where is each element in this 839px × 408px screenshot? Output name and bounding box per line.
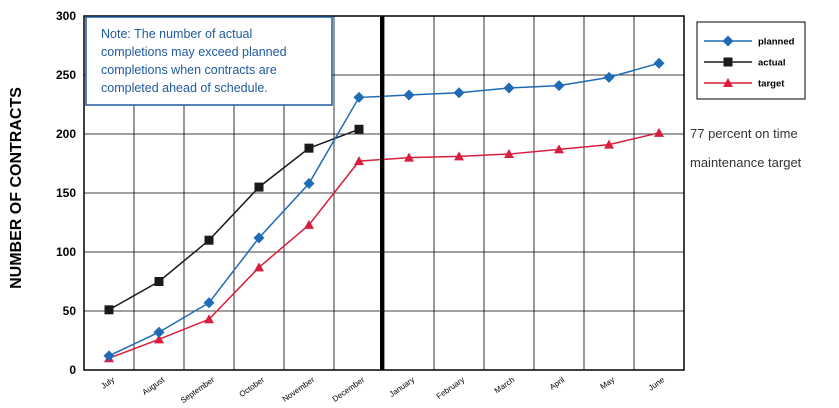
actual-point: [354, 124, 364, 134]
target-point: [604, 139, 614, 149]
x-axis-ticks: July August September October November Decemb…: [99, 375, 666, 405]
x-tick-label: January: [388, 375, 416, 399]
target-point: [204, 314, 214, 324]
actual-point: [254, 182, 264, 192]
y-tick-label: 150: [56, 186, 76, 200]
target-point: [654, 127, 664, 137]
x-tick-label: December: [331, 375, 367, 404]
target-point: [154, 334, 164, 344]
legend-swatch-marker: [723, 57, 733, 67]
y-tick-label: 200: [56, 127, 76, 141]
legend-item-planned: planned: [704, 35, 795, 48]
y-tick-label: 300: [56, 9, 76, 23]
legend-item-actual: actual: [704, 57, 785, 69]
legend-label: planned: [758, 37, 795, 48]
actual-point: [154, 277, 164, 286]
planned-point: [603, 71, 615, 83]
actual-point: [104, 305, 114, 315]
x-tick-label: August: [141, 375, 167, 397]
y-tick-label: 50: [63, 304, 77, 318]
target-point: [454, 151, 464, 161]
legend-swatch-marker: [723, 78, 733, 87]
planned-point: [653, 57, 665, 69]
target-point: [354, 156, 364, 166]
planned-point: [353, 91, 365, 103]
actual-point: [204, 235, 214, 245]
planned-point: [103, 350, 115, 362]
x-tick-label: July: [99, 375, 116, 391]
note-line-4: completed ahead of schedule.: [101, 81, 268, 95]
legend: planned actual target: [696, 21, 806, 100]
target-point: [554, 144, 564, 154]
target-point: [304, 219, 314, 229]
annotation-line-2: maintenance target: [690, 155, 802, 170]
planned-point: [303, 178, 315, 190]
x-tick-label: March: [493, 375, 516, 395]
annotation-line-1: 77 percent on time: [690, 126, 798, 141]
note-box: Note: The number of actual completions m…: [85, 16, 333, 106]
note-line-1: Note: The number of actual: [101, 27, 252, 41]
target-point: [504, 149, 514, 159]
legend-swatch-marker: [722, 35, 734, 47]
legend-label: actual: [758, 58, 785, 69]
plot-frame: [83, 15, 685, 371]
note-line-2: completions may exceed planned: [101, 45, 287, 59]
x-tick-label: April: [548, 375, 566, 392]
planned-point: [453, 87, 465, 99]
planned-point: [203, 297, 215, 309]
planned-point: [403, 89, 415, 101]
note-line-3: completions when contracts are: [101, 63, 277, 77]
actual-line: [108, 128, 360, 311]
planned-point: [553, 80, 565, 92]
x-tick-label: November: [281, 375, 317, 404]
y-tick-label: 0: [69, 363, 76, 377]
x-tick-label: October: [238, 375, 267, 399]
x-tick-label: June: [647, 375, 667, 393]
planned-point: [153, 326, 165, 338]
planned-point: [253, 232, 265, 244]
target-point: [404, 152, 414, 162]
legend-item-target: target: [704, 78, 785, 90]
legend-label: target: [758, 79, 785, 90]
planned-point: [503, 82, 515, 94]
y-axis-label: NUMBER OF CONTRACTS: [8, 87, 25, 289]
y-tick-label: 100: [56, 245, 76, 259]
x-tick-label: February: [435, 375, 466, 401]
x-tick-label: September: [179, 375, 216, 405]
y-axis-ticks: 0 50 100 150 200 250 300: [56, 9, 76, 377]
actual-point: [304, 143, 314, 153]
target-annotation: 77 percent on time maintenance target: [690, 126, 802, 170]
target-point: [254, 262, 264, 272]
x-tick-label: May: [599, 375, 617, 391]
y-tick-label: 250: [56, 68, 76, 82]
series-actual: [104, 124, 364, 315]
